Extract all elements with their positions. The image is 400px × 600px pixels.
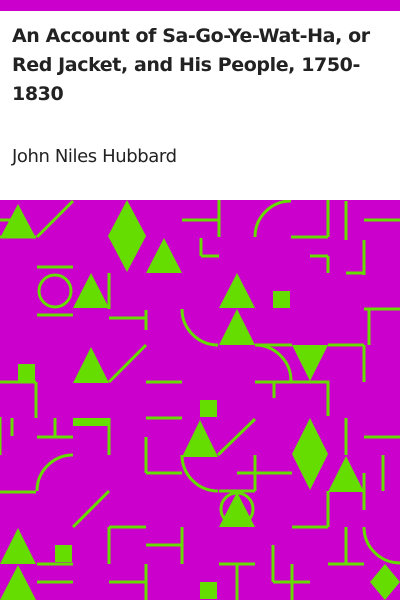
- line-segment-shape: [292, 491, 330, 529]
- triangle-shape: [292, 345, 328, 381]
- diamond-shape: [108, 200, 146, 272]
- line-segment-shape: [219, 562, 255, 600]
- square-shape: [18, 364, 35, 381]
- diamond-shape: [292, 418, 328, 490]
- line-segment-shape: [255, 380, 292, 398]
- line-segment-shape: [362, 455, 385, 510]
- line-segment-shape: [362, 526, 400, 565]
- circle-outline: [219, 491, 255, 527]
- line-segment-shape: [292, 380, 330, 416]
- line-segment-shape: [0, 417, 14, 455]
- line-segment-shape: [253, 200, 292, 238]
- line-segment-shape: [0, 380, 38, 418]
- circle-outline: [37, 273, 73, 309]
- triangle-shape: [73, 347, 109, 383]
- square-shape: [200, 582, 217, 599]
- line-segment-shape: [107, 343, 148, 384]
- line-segment-shape: [180, 308, 219, 347]
- line-segment-shape: [37, 562, 73, 584]
- triangle-shape: [73, 273, 109, 308]
- triangle-shape: [219, 492, 255, 527]
- line-segment-shape: [109, 310, 148, 330]
- line-segment-shape: [35, 200, 75, 239]
- square-shape: [55, 545, 72, 562]
- line-segment-shape: [146, 380, 182, 420]
- line-segment-shape: [37, 418, 73, 439]
- line-segment-shape: [180, 454, 219, 493]
- line-segment-shape: [364, 307, 400, 345]
- line-segment-shape: [291, 200, 330, 239]
- square-shape: [273, 291, 290, 308]
- book-author: John Niles Hubbard: [12, 146, 177, 167]
- line-segment-shape: [216, 417, 257, 457]
- line-segment-shape: [109, 564, 148, 600]
- square-shape: [73, 418, 109, 426]
- line-segment-shape: [237, 455, 292, 491]
- triangle-shape: [182, 420, 218, 457]
- line-segment-shape: [328, 343, 366, 382]
- line-segment-shape: [328, 527, 364, 566]
- line-segment-shape: [35, 453, 74, 492]
- line-segment-shape: [199, 238, 219, 258]
- line-segment-shape: [182, 200, 221, 237]
- line-segment-shape: [71, 489, 111, 529]
- line-segment-shape: [344, 418, 400, 455]
- line-segment-shape: [0, 218, 36, 239]
- triangle-shape: [328, 456, 364, 492]
- triangle-shape: [146, 238, 182, 273]
- top-color-stripe: [0, 0, 400, 11]
- triangle-shape: [219, 309, 255, 345]
- line-segment-shape: [344, 201, 400, 240]
- decorative-pattern: [0, 200, 400, 600]
- line-segment-shape: [346, 240, 366, 275]
- line-segment-shape: [107, 525, 146, 564]
- triangle-shape: [0, 565, 36, 600]
- book-title: An Account of Sa-Go-Ye-Wat-Ha, or Red Ja…: [12, 25, 370, 105]
- line-segment-shape: [144, 437, 182, 475]
- triangle-shape: [0, 528, 36, 564]
- diamond-shape: [370, 564, 400, 600]
- triangle-shape: [219, 273, 255, 308]
- line-segment-shape: [146, 527, 184, 564]
- line-segment-shape: [310, 254, 330, 273]
- line-segment-shape: [37, 265, 73, 317]
- square-shape: [200, 400, 217, 417]
